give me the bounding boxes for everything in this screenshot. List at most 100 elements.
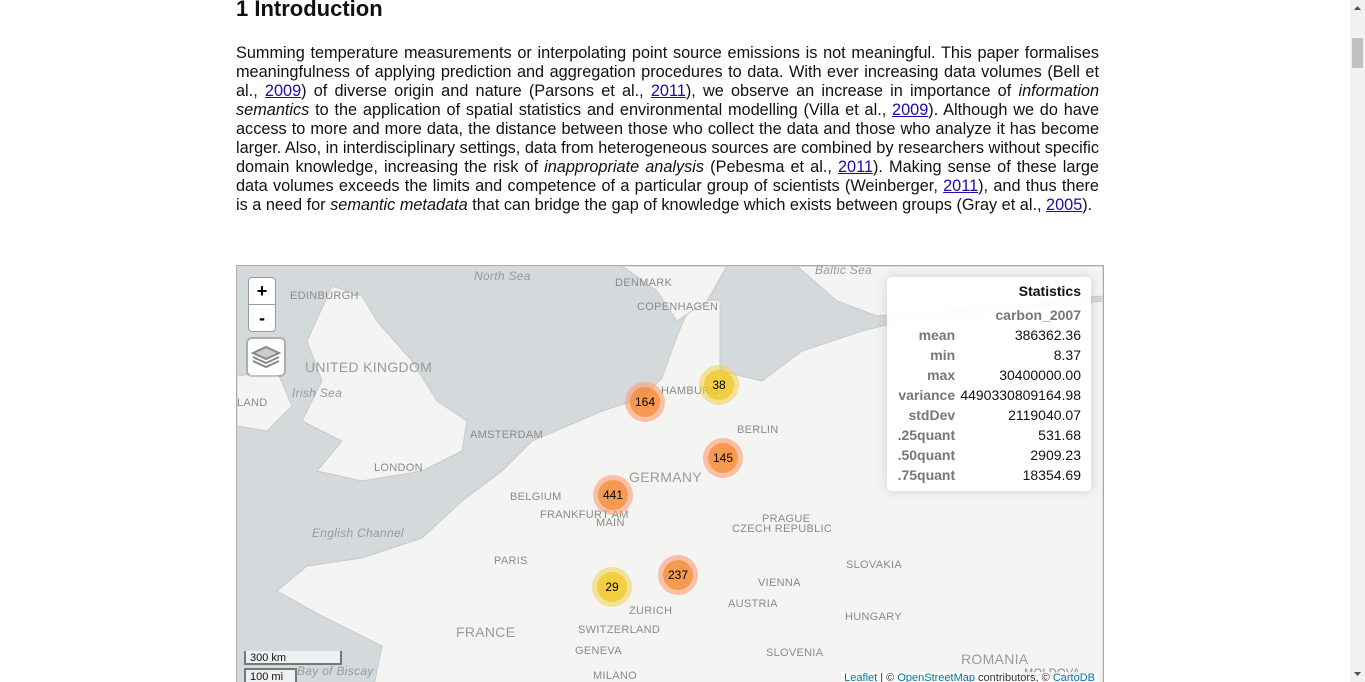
place-label: SLOVAKIA — [846, 559, 902, 571]
scale-metric: 300 km — [244, 651, 342, 665]
layers-icon — [250, 345, 282, 369]
statistic-value: 2909.23 — [1030, 447, 1081, 463]
place-label: ZURICH — [629, 605, 672, 617]
statistics-row: stdDev 2119040.07 — [895, 405, 1083, 425]
text: (Pebesma et al., — [704, 158, 838, 176]
emphasis: information semantics — [236, 82, 1099, 119]
statistics-row: .50quant 2909.23 — [895, 445, 1083, 465]
map[interactable]: North Sea Baltic Sea DENMARK COPENHAGEN EDIN… — [236, 265, 1104, 682]
clusters: 164 38 145 441 29 237 — [592, 365, 743, 607]
place-label: AUSTRIA — [728, 598, 778, 610]
layers-button[interactable] — [248, 339, 284, 375]
cluster-core — [630, 387, 660, 417]
statistic-name: stdDev — [908, 407, 956, 423]
cluster-core — [704, 370, 734, 400]
statistic-name: mean — [918, 327, 956, 343]
text: ). Making sense of these large data volu… — [236, 158, 1099, 195]
statistics-title: Statistics — [1018, 283, 1081, 299]
zoom-in-button[interactable]: + — [248, 277, 276, 305]
place-label: AMSTERDAM — [470, 429, 543, 441]
statistic-name: .50quant — [897, 447, 956, 463]
statistic-name: max — [927, 367, 956, 383]
paragraph: Summing temperature measurements or inte… — [236, 44, 1099, 215]
place-label: LONDON — [374, 462, 423, 474]
place-label: Irish Sea — [292, 386, 342, 400]
place-label: MAIN — [596, 517, 625, 529]
text: ). Although we do have access to more an… — [236, 101, 1100, 176]
place-label: HUNGARY — [845, 611, 902, 623]
zoom-out-button[interactable]: - — [248, 304, 276, 332]
link[interactable]: 2005 — [1046, 196, 1083, 214]
statistic-value: 386362.36 — [1014, 327, 1081, 343]
cluster-count: 237 — [668, 568, 688, 582]
statistics-column: carbon_2007 — [995, 307, 1081, 323]
scale-imperial: 100 mi — [244, 668, 297, 682]
link[interactable]: 2011 — [943, 177, 979, 195]
text: to the application of spatial statistics… — [309, 101, 893, 119]
cluster-count: 164 — [635, 395, 655, 409]
cluster-count: 145 — [713, 451, 733, 465]
cluster-core — [598, 480, 628, 510]
place-label: Baltic Sea — [815, 266, 872, 277]
statistic-name: variance — [898, 387, 956, 403]
place-labels: North Sea Baltic Sea DENMARK COPENHAGEN EDIN… — [237, 266, 1080, 682]
link[interactable]: 2009 — [264, 82, 302, 100]
statistics-table: mean 386362.36 min 8.37 max 30400000.00 varian… — [895, 325, 1083, 485]
place-label: GENEVA — [575, 645, 622, 657]
place-label: SLOVENIA — [766, 647, 824, 659]
land — [301, 285, 468, 482]
statistic-value: 531.68 — [1038, 427, 1081, 443]
place-label: SWITZERLAND — [578, 624, 660, 636]
text: ). — [1082, 196, 1093, 214]
cluster-marker[interactable]: 38 — [699, 365, 739, 405]
place-label: North Sea — [474, 269, 531, 283]
place-label: PRAGUE — [762, 513, 810, 525]
place-label: BERLIN — [737, 424, 779, 436]
emphasis: inappropriate analysis — [544, 158, 705, 176]
link[interactable]: 2011 — [837, 158, 873, 176]
place-label: Bay of Biscay — [297, 664, 374, 678]
link[interactable]: Leaflet — [844, 672, 878, 682]
place-label: VIENNA — [758, 577, 801, 589]
place-label: BELGIUM — [510, 491, 562, 503]
emphasis: semantic metadata — [330, 196, 468, 214]
place-label: EDINBURGH — [290, 290, 359, 302]
link[interactable]: CartoDB — [1052, 672, 1095, 682]
scrollbar-graphic — [1352, 6, 1363, 676]
statistic-value: 4490330809164.98 — [960, 387, 1081, 403]
text: ), and thus there is a need for — [236, 177, 1099, 214]
place-label: COPENHAGEN — [637, 301, 718, 313]
statistics-row: .25quant 531.68 — [895, 425, 1083, 445]
statistics-row: .75quant 18354.69 — [895, 465, 1083, 485]
cluster-marker[interactable]: 29 — [592, 567, 632, 607]
statistics-row: variance 4490330809164.98 — [895, 385, 1083, 405]
link[interactable]: OpenStreetMap — [897, 672, 975, 682]
place-label: ROMANIA — [961, 651, 1029, 667]
link[interactable]: 2011 — [650, 82, 686, 100]
place-label: UNITED KINGDOM — [305, 359, 432, 375]
cluster-count: 441 — [603, 488, 623, 502]
place-label: FRANCE — [456, 624, 515, 640]
cluster-count: 29 — [605, 580, 619, 594]
statistic-value: 2119040.07 — [1008, 407, 1081, 423]
cluster-marker[interactable]: 237 — [658, 555, 698, 595]
scrollbar[interactable] — [1350, 0, 1365, 682]
link[interactable]: 2009 — [892, 101, 929, 119]
statistic-value: 30400000.00 — [999, 367, 1081, 383]
statistic-value: 18354.69 — [1022, 467, 1081, 483]
text: ), we observe an increase in importance … — [685, 82, 1019, 100]
text: ) of diverse origin and nature (Parsons … — [301, 82, 651, 100]
cluster-core — [597, 572, 627, 602]
cluster-marker[interactable]: 164 — [625, 382, 665, 422]
statistic-name: .25quant — [897, 427, 956, 443]
statistics-row: mean 386362.36 — [895, 325, 1083, 345]
cluster-count: 38 — [712, 378, 726, 392]
cluster-marker[interactable]: 441 — [593, 475, 633, 515]
statistics-panel: Statistics carbon_2007 mean 386362.36 min 8… — [887, 277, 1091, 491]
place-label: LAND — [237, 397, 268, 409]
place-label: PARIS — [494, 555, 528, 567]
place-label: English Channel — [312, 526, 404, 540]
cluster-marker[interactable]: 145 — [703, 438, 743, 478]
